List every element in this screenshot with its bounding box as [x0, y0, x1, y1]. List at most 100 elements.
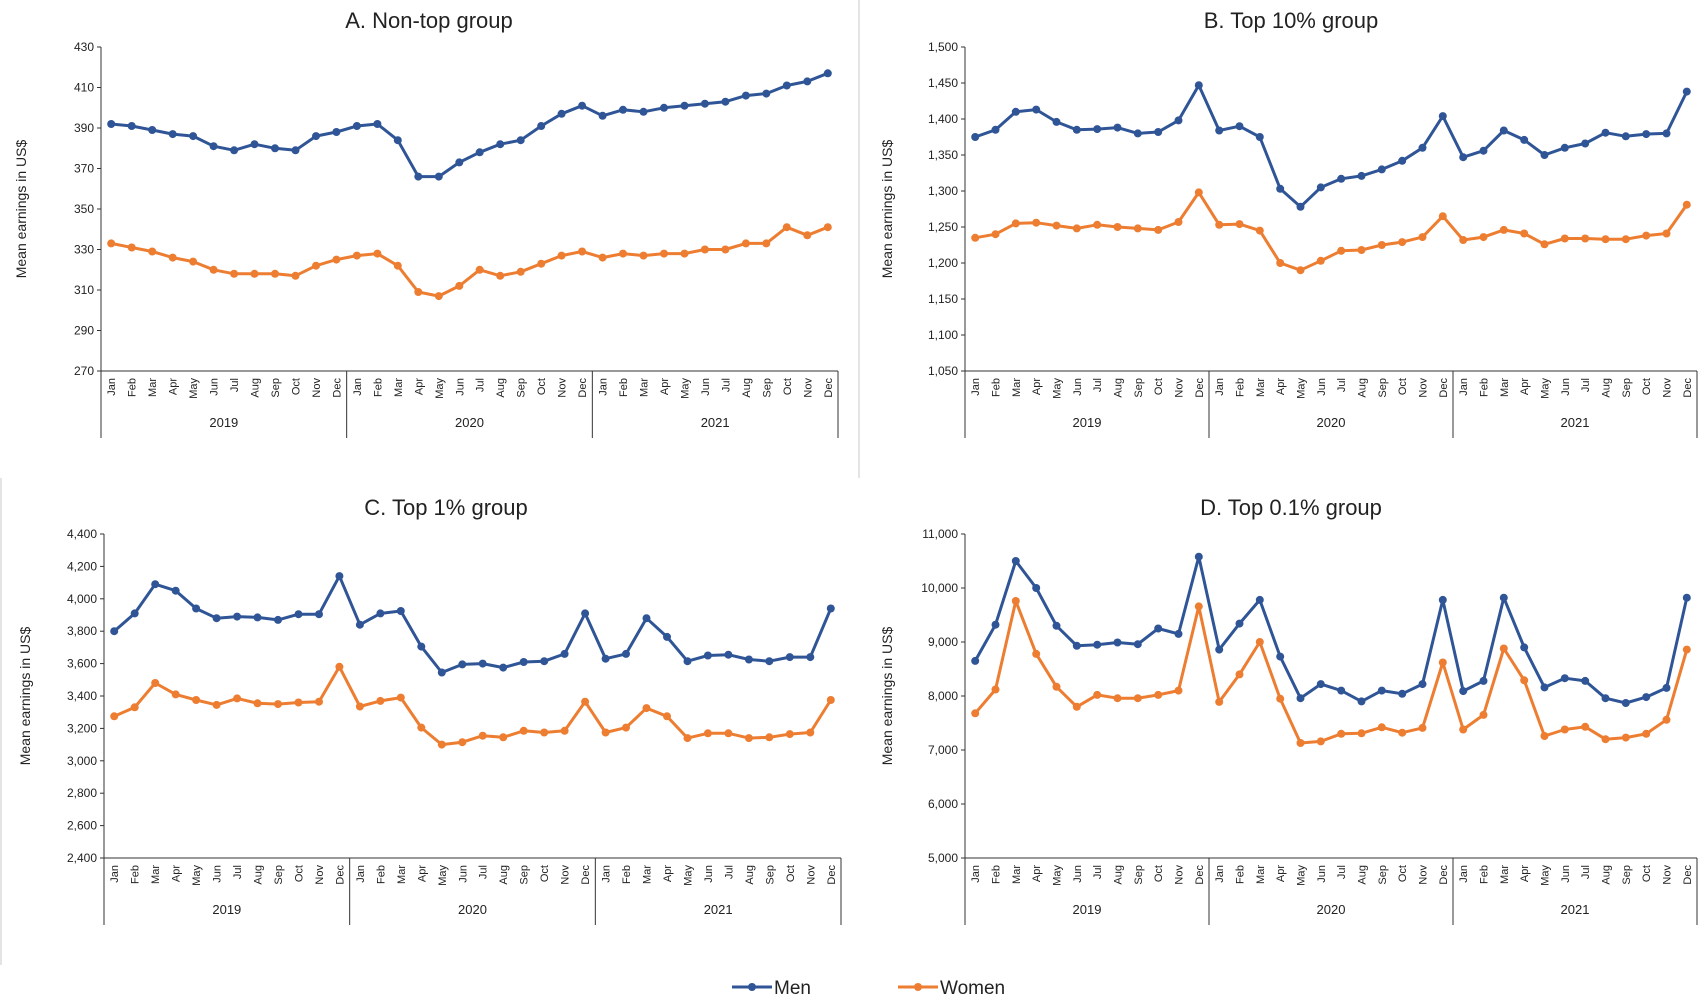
x-tick-label-year: 2019: [1073, 902, 1102, 917]
x-tick-label-month: Oct: [536, 378, 548, 395]
data-point-men: [1194, 552, 1203, 561]
x-tick-label-month: Nov: [1418, 378, 1430, 398]
data-point-men: [703, 651, 712, 660]
data-point-women: [414, 288, 423, 296]
data-point-men: [373, 120, 382, 128]
data-point-women: [250, 269, 259, 278]
data-point-women: [1052, 221, 1061, 230]
data-point-men: [414, 172, 423, 181]
chart-title: A. Non-top group: [345, 8, 513, 33]
data-point-men: [1662, 129, 1671, 138]
x-tick-label-month: Sep: [1133, 865, 1145, 885]
x-tick-label-year: 2020: [1317, 415, 1346, 430]
data-point-women: [1377, 241, 1386, 249]
data-point-men: [1560, 674, 1569, 683]
x-tick-label-month: Jun: [457, 865, 469, 883]
data-point-women: [1276, 259, 1285, 267]
data-point-men: [971, 133, 980, 141]
y-axis-label: Mean earnings in US$: [17, 627, 33, 766]
data-point-women: [1093, 690, 1102, 699]
y-tick-label: 330: [74, 243, 94, 257]
data-point-men: [971, 656, 980, 665]
data-point-men: [663, 632, 671, 641]
data-point-men: [1682, 87, 1691, 96]
data-point-women: [1438, 658, 1447, 667]
data-point-men: [393, 136, 402, 145]
x-tick-label-month: Jan: [352, 378, 364, 396]
data-point-men: [639, 107, 648, 116]
x-tick-label-month: Jul: [720, 378, 732, 392]
data-point-men: [721, 97, 730, 106]
data-point-women: [639, 251, 648, 260]
series-line-women: [110, 225, 829, 298]
x-tick-label-month: Jun: [209, 378, 221, 396]
x-tick-label-month: Apr: [1519, 865, 1531, 882]
data-point-women: [1154, 690, 1163, 699]
data-point-women: [437, 740, 446, 749]
x-tick-label-month: Feb: [127, 378, 139, 397]
data-point-women: [212, 700, 221, 709]
data-point-women: [1113, 694, 1122, 703]
data-point-women: [578, 247, 587, 256]
data-point-women: [1479, 233, 1488, 242]
y-tick-label: 10,000: [921, 581, 958, 595]
data-point-men: [458, 660, 467, 669]
data-point-women: [312, 261, 320, 270]
x-tick-label-month: Jul: [1336, 378, 1348, 392]
data-point-women: [1662, 715, 1671, 724]
x-tick-label-month: Apr: [659, 378, 671, 395]
data-point-women: [724, 729, 733, 738]
x-tick-label-month: Jan: [355, 865, 367, 883]
data-point-men: [991, 620, 1000, 629]
data-point-women: [332, 255, 341, 264]
x-tick-label-month: Nov: [560, 865, 572, 885]
data-point-women: [335, 662, 344, 671]
x-tick-label-month: Nov: [557, 378, 569, 398]
data-point-women: [499, 733, 508, 742]
x-tick-label-month: Apr: [413, 378, 425, 395]
data-point-women: [1296, 739, 1305, 747]
x-tick-label-month: Aug: [1601, 378, 1613, 398]
x-tick-label-month: Sep: [1377, 865, 1389, 885]
data-point-men: [1377, 686, 1386, 695]
data-point-women: [1255, 638, 1264, 646]
y-tick-label: 9,000: [928, 635, 958, 649]
data-point-women: [1154, 225, 1163, 234]
x-tick-label-month: Dec: [1438, 865, 1450, 885]
series-line-women: [974, 599, 1689, 745]
data-point-men: [455, 158, 464, 167]
x-tick-label-month: Feb: [1479, 865, 1491, 884]
data-point-men: [660, 103, 668, 112]
y-tick-label: 1,200: [928, 256, 958, 270]
data-point-women: [455, 281, 464, 290]
data-point-women: [1357, 246, 1366, 254]
x-tick-label-month: Dec: [1438, 378, 1450, 398]
x-tick-label-month: Oct: [1153, 865, 1165, 882]
data-point-women: [393, 261, 402, 270]
x-tick-label-month: Jan: [109, 865, 121, 883]
data-point-women: [537, 259, 546, 268]
x-tick-label-month: Aug: [250, 378, 262, 398]
x-tick-label-month: Apr: [416, 865, 428, 882]
x-tick-label-month: Nov: [1418, 865, 1430, 885]
data-point-women: [417, 723, 426, 732]
series-line-men: [113, 574, 833, 674]
y-tick-label: 1,500: [928, 40, 958, 54]
data-point-women: [1174, 686, 1183, 695]
y-tick-label: 390: [74, 121, 94, 135]
x-tick-label-month: Mar: [639, 378, 651, 397]
x-tick-label-month: Dec: [1682, 865, 1694, 885]
data-point-women: [700, 245, 709, 254]
x-tick-label-month: Jan: [1458, 378, 1470, 396]
x-tick-label-month: Jun: [1316, 378, 1328, 396]
x-tick-label-month: Aug: [1357, 865, 1369, 885]
x-tick-label-month: Jul: [1092, 378, 1104, 392]
data-point-women: [663, 712, 671, 721]
data-point-women: [1072, 702, 1081, 711]
y-tick-label: 3,600: [67, 657, 97, 671]
data-point-men: [212, 614, 221, 623]
y-tick-label: 3,000: [67, 754, 97, 768]
data-point-men: [1459, 153, 1468, 162]
data-point-men: [1296, 694, 1305, 703]
x-tick-label-month: Oct: [785, 865, 797, 882]
